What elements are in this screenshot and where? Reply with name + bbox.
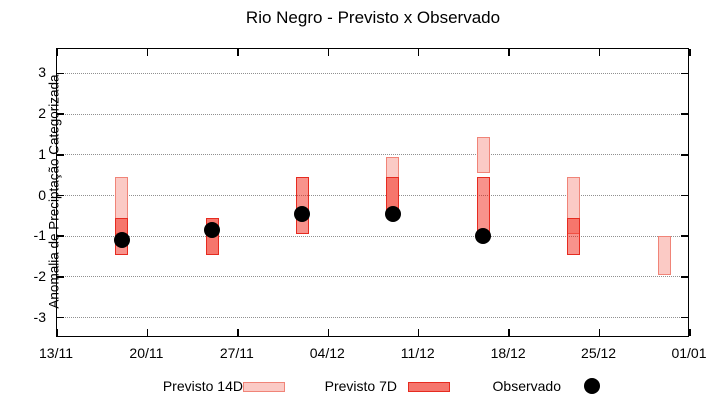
y-tick-mark xyxy=(57,194,64,197)
bar-previsto-14d xyxy=(657,236,671,275)
y-tick-label: -2 xyxy=(33,267,46,284)
x-tick-label: 04/12 xyxy=(309,345,345,361)
x-tick-mark xyxy=(689,49,691,56)
x-tick-mark xyxy=(417,329,420,336)
gridline xyxy=(57,113,688,115)
legend-swatch-previsto-7d-icon xyxy=(408,382,450,392)
legend-observado-dot-icon xyxy=(584,378,600,394)
gridline xyxy=(57,72,688,74)
legend-label-observado: Observado xyxy=(492,378,561,394)
legend-swatch-previsto-14d-icon xyxy=(243,382,285,392)
x-tick-label: 11/12 xyxy=(400,345,435,361)
observado-dot xyxy=(294,205,311,222)
x-tick-mark xyxy=(146,329,149,336)
observado-dot xyxy=(384,205,401,222)
y-tick-label: -1 xyxy=(33,227,46,244)
legend-label-previsto-14d: Previsto 14D xyxy=(162,378,243,394)
x-tick-mark xyxy=(417,49,420,56)
x-tick-label: 27/11 xyxy=(219,345,254,361)
y-tick-label: -3 xyxy=(33,308,46,325)
y-tick-mark xyxy=(57,154,64,156)
bar-previsto-7d xyxy=(567,217,581,255)
x-tick-mark xyxy=(56,329,58,336)
x-tick-mark xyxy=(598,49,601,56)
x-tick-mark xyxy=(237,49,239,56)
x-tick-label: 20/11 xyxy=(129,345,164,361)
bar-previsto-14d xyxy=(476,136,490,174)
gridline xyxy=(57,317,688,319)
x-tick-mark xyxy=(327,329,330,336)
y-tick-mark xyxy=(681,72,688,75)
gridline xyxy=(57,276,688,278)
x-tick-mark xyxy=(327,49,330,56)
y-tick-label: 3 xyxy=(38,64,46,81)
y-tick-mark xyxy=(681,316,688,319)
y-tick-mark xyxy=(681,276,688,278)
x-tick-label: 18/12 xyxy=(490,345,526,361)
x-tick-label: 25/12 xyxy=(581,345,617,361)
y-tick-mark xyxy=(681,113,688,115)
y-tick-label: 1 xyxy=(38,145,46,162)
x-tick-mark xyxy=(508,49,510,56)
y-tick-mark xyxy=(681,235,688,237)
y-tick-mark xyxy=(57,316,64,319)
observado-dot xyxy=(113,232,130,249)
x-tick-mark xyxy=(146,49,149,56)
x-tick-mark xyxy=(598,329,601,336)
y-tick-mark xyxy=(57,72,64,75)
x-tick-label: 13/11 xyxy=(39,345,73,361)
y-tick-mark xyxy=(57,113,64,115)
bar-previsto-14d xyxy=(567,177,581,235)
x-tick-mark xyxy=(56,49,58,56)
chart-title: Rio Negro - Previsto x Observado xyxy=(245,8,501,27)
x-tick-label: 01/01 xyxy=(671,345,707,361)
legend-label-previsto-7d: Previsto 7D xyxy=(324,378,397,394)
x-tick-mark xyxy=(508,329,510,336)
x-tick-mark xyxy=(689,329,691,336)
observado-dot xyxy=(204,222,221,239)
gridline xyxy=(57,235,688,237)
bar-previsto-7d xyxy=(476,177,490,235)
y-tick-label: 0 xyxy=(38,186,46,203)
plot-area xyxy=(56,48,691,337)
observado-dot xyxy=(475,228,492,245)
y-tick-mark xyxy=(57,276,64,278)
gridline xyxy=(57,154,688,156)
gridline xyxy=(57,195,688,197)
y-tick-mark xyxy=(57,235,64,237)
bar-previsto-7d xyxy=(386,177,400,210)
y-tick-mark xyxy=(681,154,688,156)
y-tick-mark xyxy=(681,194,688,197)
y-tick-label: 2 xyxy=(38,105,46,122)
x-tick-mark xyxy=(237,329,239,336)
